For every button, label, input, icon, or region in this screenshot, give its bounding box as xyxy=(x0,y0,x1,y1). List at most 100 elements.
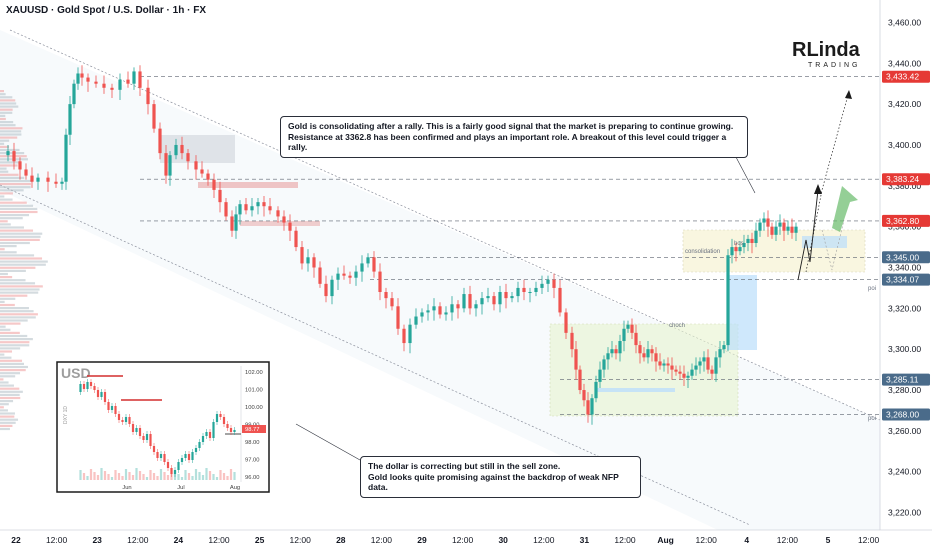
candle-body xyxy=(444,312,448,315)
volume-profile-bar xyxy=(0,148,20,152)
inset-volume-bar xyxy=(163,472,166,480)
candle-body xyxy=(250,206,254,211)
inset-volume-bar xyxy=(124,469,128,480)
price-label: 3,433.42 xyxy=(886,72,919,82)
candle-body xyxy=(602,359,606,370)
inset-candle-body xyxy=(86,382,89,389)
volume-profile-bar xyxy=(0,285,43,288)
x-tick-label: 12:00 xyxy=(533,535,555,545)
x-tick-label: 12:00 xyxy=(777,535,799,545)
volume-profile-bar xyxy=(0,90,4,93)
volume-profile-bar xyxy=(0,390,23,393)
candle-body xyxy=(606,353,610,360)
candle-body xyxy=(618,341,622,354)
candle-body xyxy=(570,332,574,350)
candle-body xyxy=(224,202,228,217)
inset-title: USD xyxy=(61,365,91,381)
volume-profile-bar xyxy=(0,427,10,431)
candle-body xyxy=(578,369,582,391)
volume-profile-bar xyxy=(0,424,13,427)
inset-volume-bar xyxy=(208,471,212,480)
candle-body xyxy=(396,306,400,329)
candle-body xyxy=(634,332,638,346)
candle-body xyxy=(262,202,266,207)
volume-profile-bar xyxy=(0,375,16,378)
resistance-zone-blue xyxy=(802,236,847,248)
x-tick-label: 12:00 xyxy=(46,535,68,545)
candle-body xyxy=(318,267,322,284)
inset-last-price: 98.77 xyxy=(245,427,260,433)
inset-volume-bar xyxy=(173,471,177,480)
candle-body xyxy=(218,189,222,203)
candle-body xyxy=(498,292,502,305)
candle-body xyxy=(654,353,658,362)
consolidation-label: consolidation xyxy=(685,249,720,255)
volume-profile-bar xyxy=(0,214,30,217)
inset-candle-body xyxy=(138,428,142,436)
projection-arrowhead xyxy=(814,184,822,194)
price-label: 3,383.24 xyxy=(886,174,919,184)
inset-candle-body xyxy=(145,434,149,440)
symbol-title: XAUUSD · Gold Spot / U.S. Dollar · 1h · … xyxy=(6,5,207,16)
price-label: 3,285.11 xyxy=(886,375,919,385)
demand-zone-blue xyxy=(595,388,675,392)
candle-body xyxy=(46,177,50,182)
inset-candle-body xyxy=(194,448,198,452)
candle-body xyxy=(714,357,718,374)
inset-candle-body xyxy=(222,417,226,424)
candle-body xyxy=(492,296,496,305)
volume-profile-bar xyxy=(0,319,28,322)
x-tick-label: 5 xyxy=(826,535,831,545)
volume-profile-bar xyxy=(0,313,38,316)
candle-body xyxy=(268,206,272,211)
inset-volume-bar xyxy=(96,475,100,480)
x-tick-label: 22 xyxy=(11,535,21,545)
volume-profile-bar xyxy=(0,201,27,204)
inset-volume-bar xyxy=(100,468,103,480)
inset-frame xyxy=(56,361,270,493)
candle-body xyxy=(414,316,418,325)
candle-body xyxy=(558,287,562,313)
inset-candle-body xyxy=(212,422,215,438)
volume-profile-bar xyxy=(0,235,41,238)
supply-zone-red-2 xyxy=(240,221,320,226)
volume-profile-bar xyxy=(0,272,8,276)
volume-profile-bar xyxy=(0,136,18,139)
inset-volume-bar xyxy=(117,473,121,480)
inset-candle-body xyxy=(110,406,114,410)
candle-body xyxy=(230,216,234,231)
candle-body xyxy=(360,263,364,272)
candle-body xyxy=(158,128,162,154)
inset-volume-bar xyxy=(93,472,96,480)
inset-volume-bar xyxy=(180,477,184,480)
candle-body xyxy=(528,292,532,294)
volume-profile-bar xyxy=(0,260,48,263)
volume-profile-bar xyxy=(0,400,14,403)
inset-candle-body xyxy=(124,417,128,422)
inset-candle-body xyxy=(117,414,121,420)
volume-profile-bar xyxy=(0,406,4,409)
inset-candle-body xyxy=(93,386,96,390)
candle-body xyxy=(694,365,698,370)
candle-body xyxy=(586,400,590,415)
candle-body xyxy=(746,238,750,243)
inset-volume-bar xyxy=(79,470,82,480)
candle-body xyxy=(402,328,406,344)
candle-body xyxy=(552,279,556,288)
volume-profile-bar xyxy=(0,307,29,310)
time-axis-bg xyxy=(0,530,932,550)
candle-body xyxy=(468,294,472,309)
inset-candle-body xyxy=(156,452,159,458)
volume-profile-bar xyxy=(0,102,17,105)
supply-zone-red xyxy=(198,182,298,188)
volume-profile-bar xyxy=(0,121,14,124)
inset-candle-body xyxy=(184,454,187,458)
candle-body xyxy=(522,287,526,293)
candle-body xyxy=(646,349,650,358)
candle-body xyxy=(60,181,64,184)
x-tick-label: 12:00 xyxy=(452,535,474,545)
candle-body xyxy=(622,328,626,342)
inset-candle-body xyxy=(89,382,93,386)
inset-candle-body xyxy=(79,384,82,392)
inset-candle-body xyxy=(166,462,170,468)
